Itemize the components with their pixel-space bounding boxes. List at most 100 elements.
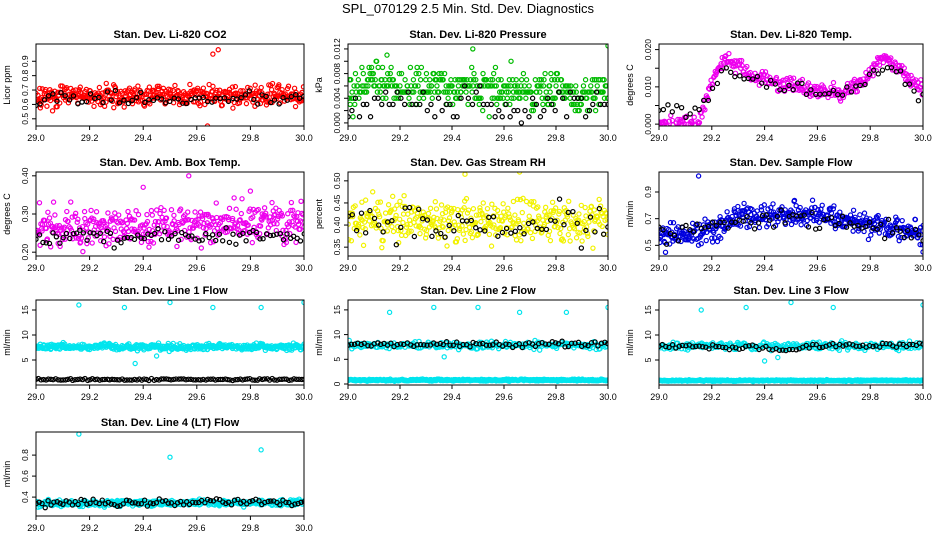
point-primary xyxy=(533,89,540,95)
point-primary xyxy=(694,127,698,131)
point-primary xyxy=(300,343,304,349)
x-tick-label: 29.8 xyxy=(861,263,879,273)
point-primary2 xyxy=(896,347,902,354)
point-primary xyxy=(400,211,407,217)
point-black xyxy=(66,97,73,103)
point-black xyxy=(499,229,506,236)
point-primary xyxy=(582,77,589,83)
point-primary xyxy=(604,216,608,222)
point-black xyxy=(151,377,157,383)
point-black xyxy=(358,210,365,216)
y-axis-label: degrees C xyxy=(2,193,12,235)
y-tick-label: 0.6 xyxy=(20,98,30,110)
point-primary xyxy=(372,77,378,83)
point-primary xyxy=(584,107,591,114)
point-primary xyxy=(460,231,467,237)
point-primary xyxy=(387,70,393,77)
point-primary xyxy=(837,98,844,104)
point-primary xyxy=(91,216,97,222)
y-tick-label: 0.7 xyxy=(643,212,653,224)
point-black xyxy=(912,226,919,233)
point-black xyxy=(101,376,108,383)
point-primary xyxy=(571,101,577,108)
point-black xyxy=(499,114,505,120)
point-black xyxy=(503,225,510,232)
point-black xyxy=(920,91,923,97)
point-black xyxy=(411,233,418,240)
point-black xyxy=(571,95,577,101)
point-black xyxy=(585,342,591,349)
point-primary xyxy=(462,237,468,244)
point-black xyxy=(519,344,526,351)
point-primary xyxy=(672,132,676,136)
point-primary xyxy=(562,95,568,101)
point-primary xyxy=(556,208,563,215)
point-primary xyxy=(74,219,80,225)
point-black xyxy=(582,342,588,348)
point-primary xyxy=(230,105,236,111)
x-tick-label: 29.4 xyxy=(443,263,461,273)
point-primary xyxy=(426,83,432,89)
point-primary xyxy=(158,204,164,211)
point-black xyxy=(219,238,226,244)
point-black xyxy=(271,377,278,383)
point-primary xyxy=(261,205,268,211)
point-black xyxy=(125,100,132,107)
point-black xyxy=(371,95,378,101)
y-tick-label: 0.50 xyxy=(332,172,342,189)
point-primary xyxy=(363,83,369,89)
point-primary2 xyxy=(553,345,560,352)
point-primary xyxy=(837,209,843,215)
point-black xyxy=(352,95,359,101)
point-black xyxy=(552,218,558,224)
point-black xyxy=(293,376,300,383)
point-primary xyxy=(231,195,237,201)
point-primary xyxy=(285,223,292,230)
point-black xyxy=(844,84,850,90)
plot-frame xyxy=(347,171,609,257)
y-axis-label: kPa xyxy=(314,77,324,93)
point-black xyxy=(178,376,184,382)
point-primary xyxy=(49,108,56,114)
point-primary xyxy=(551,77,558,83)
point-black xyxy=(256,376,263,382)
point-black xyxy=(200,376,206,383)
point-black xyxy=(503,341,509,347)
point-primary xyxy=(385,83,392,89)
point-primary xyxy=(540,217,546,223)
point-primary xyxy=(81,208,88,215)
point-primary xyxy=(446,215,453,221)
point-black xyxy=(455,212,461,219)
point-primary xyxy=(505,205,511,211)
point-primary xyxy=(918,77,923,83)
point-primary xyxy=(730,64,737,70)
point-black xyxy=(567,89,574,95)
chart-boxtemp: Stan. Dev. Amb. Box Temp.degrees C29.0 29… xyxy=(2,157,313,273)
point-primary xyxy=(89,240,95,246)
point-primary xyxy=(292,224,298,230)
point-black xyxy=(490,214,497,220)
point-primary xyxy=(390,77,397,83)
point-black xyxy=(522,107,528,114)
point-black xyxy=(598,340,605,346)
point-primary xyxy=(396,216,403,222)
y-tick-label: 0.40 xyxy=(332,217,342,234)
point-primary xyxy=(525,226,531,232)
point-black xyxy=(516,341,522,347)
point-primary xyxy=(404,83,411,89)
point-black xyxy=(83,98,90,105)
point-primary xyxy=(702,107,708,113)
point-primary xyxy=(389,223,395,230)
point-black xyxy=(348,341,355,347)
point-primary xyxy=(423,227,430,234)
point-black xyxy=(421,342,427,348)
point-primary xyxy=(505,83,511,89)
point-black xyxy=(394,89,400,95)
point-primary xyxy=(274,221,280,227)
point-primary xyxy=(547,237,554,244)
point-primary xyxy=(444,89,450,95)
point-black xyxy=(277,230,284,237)
point-black xyxy=(63,230,70,237)
point-primary xyxy=(488,77,494,83)
point-black xyxy=(530,219,536,225)
